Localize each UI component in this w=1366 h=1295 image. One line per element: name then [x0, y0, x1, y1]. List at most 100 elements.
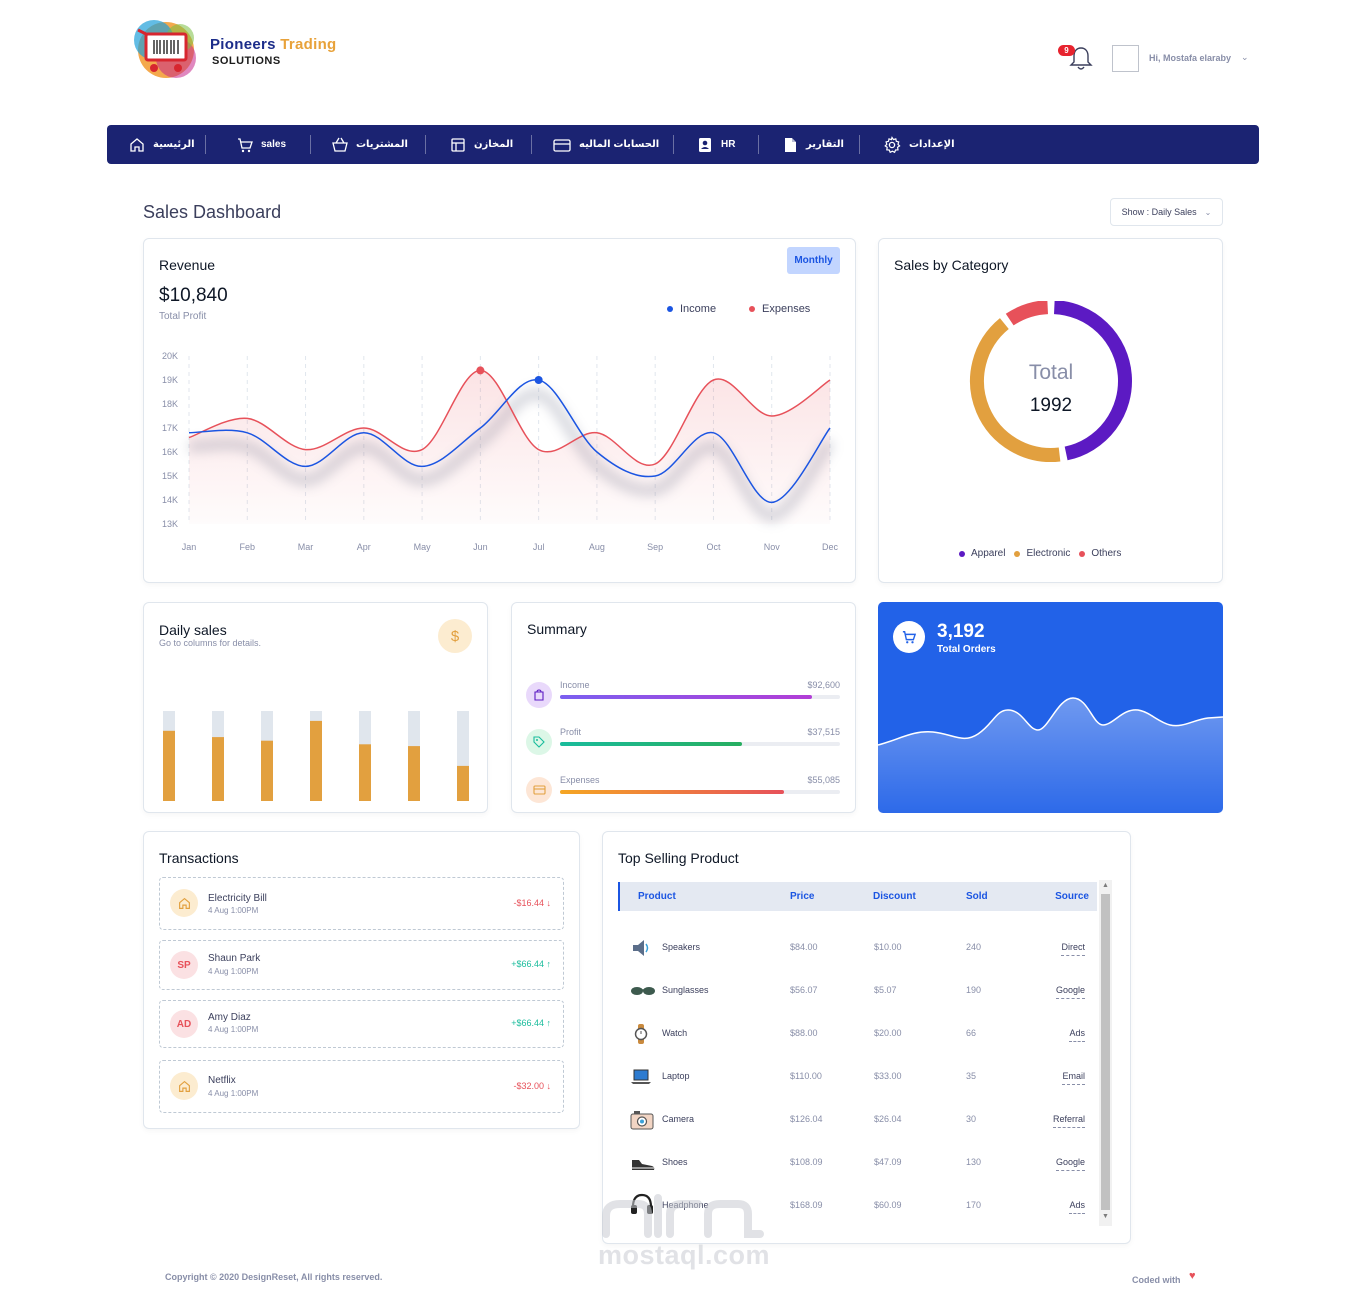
- transaction-amount: +$66.44 ↑: [511, 1018, 551, 1028]
- category-legend-item[interactable]: Apparel: [959, 548, 1005, 559]
- summary-bar-track: [560, 695, 840, 699]
- product-sold: 240: [966, 942, 982, 952]
- legend-label: Others: [1091, 548, 1122, 559]
- table-row[interactable]: Laptop $110.00 $33.00 35 Email: [618, 1069, 1097, 1114]
- category-legend-item[interactable]: Others: [1079, 548, 1121, 559]
- nav-item-purchases[interactable]: المشتريات: [332, 125, 408, 164]
- highlight-point[interactable]: [534, 376, 543, 384]
- nav-item-home[interactable]: الرئيسية: [129, 125, 195, 164]
- daily-bar[interactable]: [261, 740, 273, 801]
- product-name: Shoes: [662, 1157, 688, 1167]
- summary-row-expenses: Expenses $55,085: [526, 775, 840, 811]
- bell-icon[interactable]: [1068, 44, 1094, 72]
- transaction-date: 4 Aug 1:00PM: [208, 1025, 259, 1034]
- footer-coded-with: Coded with: [1132, 1275, 1181, 1285]
- watermark-text: mostaql.com: [598, 1240, 771, 1270]
- th-product[interactable]: Product: [638, 891, 676, 902]
- nav-item-label: المخازن: [474, 139, 514, 150]
- scroll-thumb[interactable]: [1101, 894, 1110, 1210]
- nav-item-hr[interactable]: HR: [697, 125, 735, 164]
- transaction-amount-value: +$66.44: [511, 1018, 544, 1028]
- user-greeting[interactable]: Hi, Mostafa elaraby: [1149, 53, 1232, 63]
- donut-total-value: 1992: [1030, 395, 1072, 416]
- legend-income[interactable]: Income: [667, 303, 716, 315]
- brand-name-part2: Trading: [280, 36, 337, 53]
- daily-bar[interactable]: [212, 737, 224, 801]
- legend-dot: [749, 306, 755, 312]
- highlight-point[interactable]: [476, 366, 485, 375]
- th-discount[interactable]: Discount: [873, 891, 916, 902]
- product-source[interactable]: Ads: [1069, 1200, 1085, 1214]
- avatar[interactable]: [1112, 45, 1139, 72]
- brand-logo[interactable]: Pioneers Trading SOLUTIONS: [128, 16, 378, 82]
- product-source[interactable]: Ads: [1069, 1028, 1085, 1042]
- product-discount: $26.04: [874, 1114, 902, 1124]
- scroll-up-icon[interactable]: ▲: [1102, 882, 1109, 889]
- total-orders-label: Total Orders: [937, 644, 996, 655]
- table-row[interactable]: Watch $88.00 $20.00 66 Ads: [618, 1024, 1097, 1071]
- transaction-amount: +$66.44 ↑: [511, 959, 551, 969]
- chevron-down-icon[interactable]: ⌄: [1241, 52, 1249, 62]
- transaction-item[interactable]: Electricity Bill 4 Aug 1:00PM -$16.44 ↓: [159, 877, 564, 930]
- donut-slice[interactable]: [1005, 301, 1049, 326]
- category-legend: Apparel Electronic Others: [959, 548, 1121, 559]
- table-row[interactable]: Speakers $84.00 $10.00 240 Direct: [618, 940, 1097, 985]
- th-sold[interactable]: Sold: [966, 891, 988, 902]
- daily-bar[interactable]: [310, 720, 322, 801]
- x-tick-label: Jun: [473, 542, 488, 552]
- daily-bar[interactable]: [408, 746, 420, 801]
- table-row[interactable]: Shoes $108.09 $47.09 130 Google: [618, 1157, 1097, 1200]
- nav-item-accounts[interactable]: الحسابات الماليه: [553, 125, 659, 164]
- legend-expenses-label: Expenses: [762, 303, 811, 315]
- donut-slice[interactable]: [970, 318, 1061, 462]
- donut-slice[interactable]: [1053, 301, 1132, 461]
- scroll-down-icon[interactable]: ▼: [1102, 1213, 1109, 1220]
- summary-card: Summary Income $92,600 Profit $37,515 Ex…: [511, 602, 856, 813]
- table-scrollbar[interactable]: ▲ ▼: [1099, 880, 1112, 1226]
- income-line: [188, 379, 831, 504]
- brand-sub: SOLUTIONS: [212, 55, 281, 67]
- id-badge-icon: [699, 137, 711, 152]
- table-row[interactable]: Camera $126.04 $26.04 30 Referral: [618, 1111, 1097, 1157]
- transaction-item[interactable]: AD Amy Diaz 4 Aug 1:00PM +$66.44 ↑: [159, 1000, 564, 1048]
- transactions-title: Transactions: [159, 850, 239, 866]
- daily-bar[interactable]: [163, 730, 175, 801]
- product-price: $84.00: [790, 942, 818, 952]
- home-icon: [170, 889, 198, 917]
- product-source[interactable]: Google: [1055, 1157, 1085, 1171]
- transaction-amount-value: +$66.44: [511, 959, 544, 969]
- summary-label: Income: [560, 680, 590, 690]
- product-source[interactable]: Email: [1062, 1071, 1085, 1085]
- daily-sales-title: Daily sales: [159, 622, 227, 638]
- transaction-name: Amy Diaz: [208, 1012, 251, 1023]
- arrow-down-icon: ↓: [546, 898, 552, 908]
- table-row[interactable]: Sunglasses $56.07 $5.07 190 Google: [618, 985, 1097, 1028]
- shoe-icon: [632, 1160, 655, 1170]
- nav-item-sales[interactable]: sales: [237, 125, 286, 164]
- nav-item-settings[interactable]: الإعدادات: [883, 125, 955, 164]
- transaction-item[interactable]: Netflix 4 Aug 1:00PM -$32.00 ↓: [159, 1060, 564, 1113]
- product-source[interactable]: Google: [1055, 985, 1085, 999]
- daily-bar[interactable]: [457, 765, 469, 801]
- daily-bar[interactable]: [359, 744, 371, 801]
- home-icon: [170, 1072, 198, 1100]
- category-legend-item[interactable]: Electronic: [1014, 548, 1070, 559]
- legend-dot: [1014, 550, 1021, 557]
- top-selling-card: Top Selling Product Product Price Discou…: [602, 831, 1131, 1244]
- summary-bar-fill: [560, 742, 742, 746]
- th-source[interactable]: Source: [1055, 891, 1089, 902]
- category-title: Sales by Category: [894, 257, 1009, 273]
- legend-expenses[interactable]: Expenses: [749, 303, 810, 315]
- product-sold: 35: [966, 1071, 977, 1081]
- product-source[interactable]: Referral: [1052, 1114, 1085, 1128]
- product-source[interactable]: Direct: [1061, 942, 1085, 956]
- nav-item-warehouses[interactable]: المخازن: [450, 125, 513, 164]
- category-card: Sales by Category Total 1992 Apparel Elect…: [878, 238, 1223, 583]
- transaction-item[interactable]: SP Shaun Park 4 Aug 1:00PM +$66.44 ↑: [159, 940, 564, 990]
- product-discount: $33.00: [874, 1071, 902, 1081]
- category-donut-chart: Total 1992: [970, 301, 1132, 462]
- monthly-button[interactable]: Monthly: [787, 247, 840, 274]
- show-select[interactable]: Show : Daily Sales ⌄: [1110, 198, 1223, 226]
- th-price[interactable]: Price: [790, 891, 815, 902]
- nav-item-reports[interactable]: التقارير: [782, 125, 844, 164]
